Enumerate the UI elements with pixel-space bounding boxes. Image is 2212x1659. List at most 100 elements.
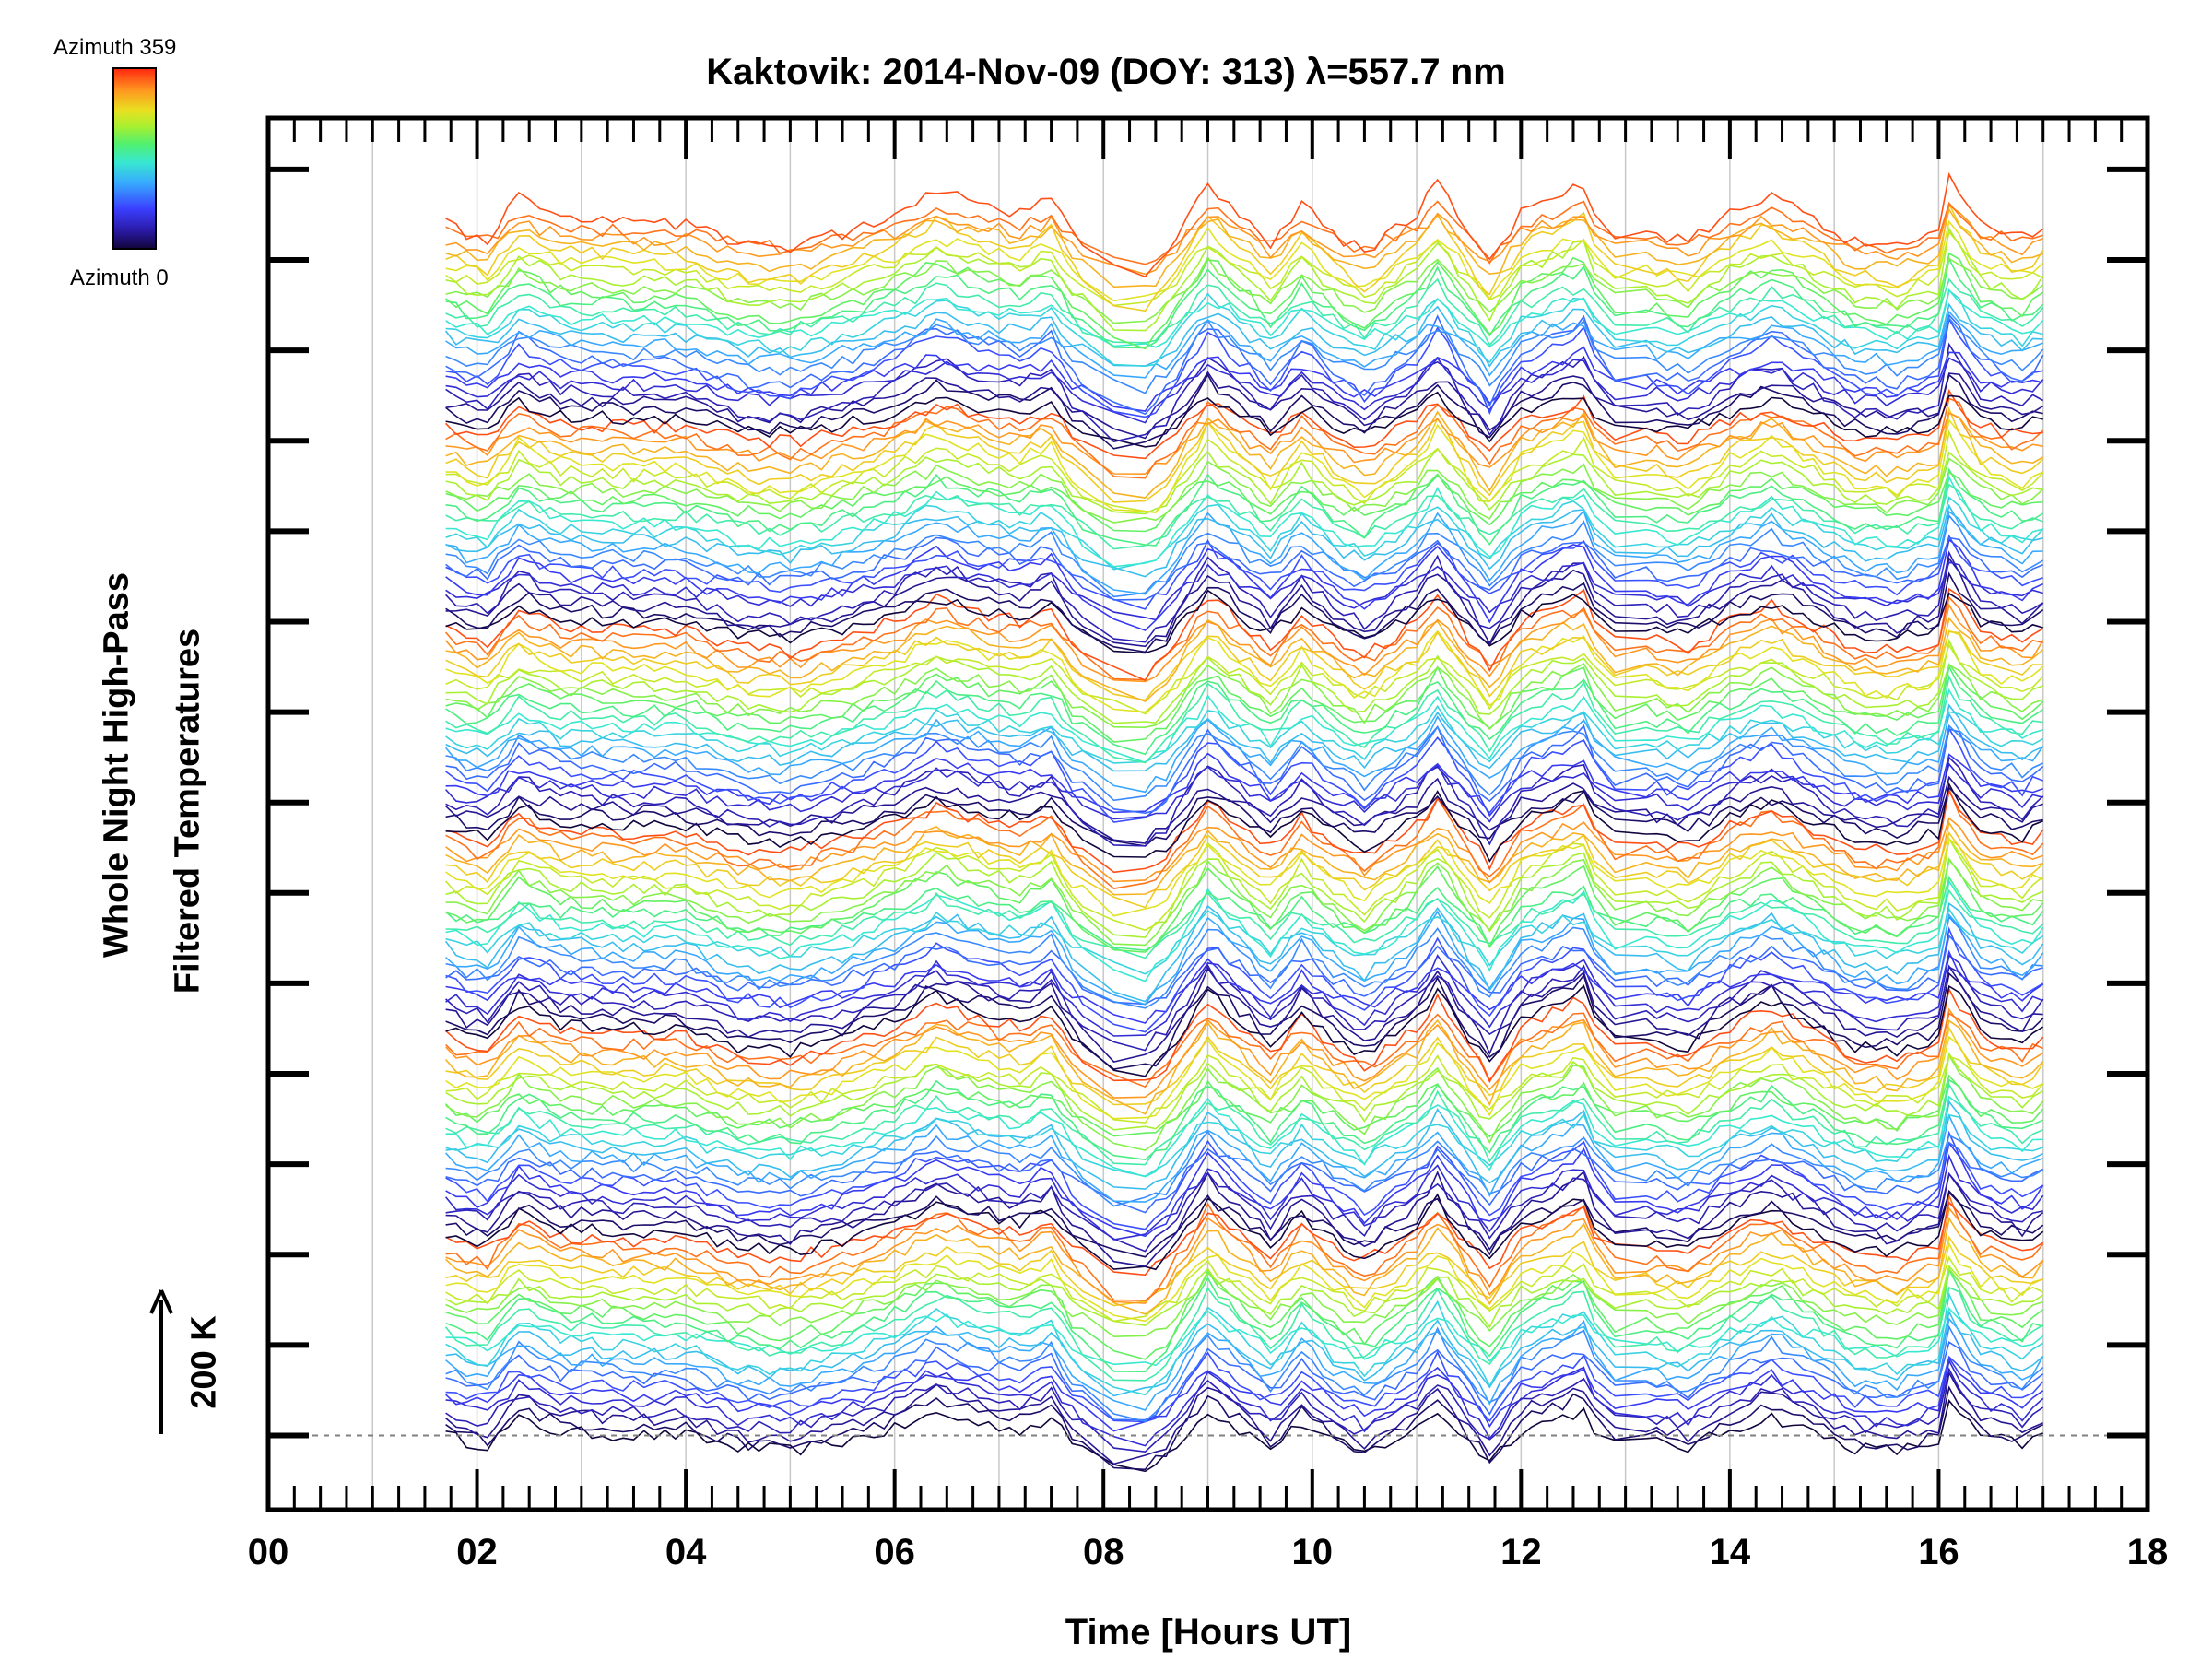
series-line-azimuth-129 (445, 1113, 2043, 1203)
series-line-azimuth-201 (445, 875, 2044, 951)
series-line-azimuth-14 (445, 571, 2044, 653)
scale-arrow-head (149, 1289, 173, 1314)
x-tick-label: 02 (456, 1532, 498, 1572)
series-line-azimuth-86 (445, 1350, 2044, 1423)
series-line-azimuth-215 (445, 1074, 2044, 1138)
series-line-azimuth-158 (445, 1291, 2044, 1396)
x-tick-label: 12 (1500, 1532, 1542, 1572)
series-line-azimuth-201 (445, 664, 2044, 756)
colorbar-bottom-label: Azimuth 0 (70, 265, 169, 290)
y-axis-label-line2: Filtered Temperatures (168, 628, 207, 994)
series-line-azimuth-43 (445, 342, 2044, 443)
azimuth-colorbar (112, 67, 157, 250)
series-line-azimuth-345 (445, 587, 2044, 682)
series-line-azimuth-72 (445, 1356, 2044, 1432)
x-tick-labels: 00 02 04 06 08 10 12 14 16 18 (248, 1532, 2169, 1572)
series-line-azimuth-129 (445, 310, 2043, 379)
series-lines (444, 171, 2044, 1473)
series-line-azimuth-187 (445, 277, 2044, 347)
series-line-azimuth-244 (445, 447, 2043, 515)
series-line-azimuth-345 (445, 986, 2044, 1084)
series-line-azimuth-230 (445, 1266, 2043, 1338)
series-line-azimuth-273 (445, 1035, 2044, 1120)
series-line-azimuth-258 (445, 429, 2044, 513)
plot-frame (265, 115, 2150, 1512)
x-tick-label: 04 (665, 1532, 707, 1572)
series-line-azimuth-43 (445, 1171, 2043, 1253)
series-line-azimuth-345 (445, 388, 2043, 460)
series-line-azimuth-72 (445, 752, 2043, 818)
series-line-azimuth-258 (445, 1255, 2044, 1323)
series-line-azimuth-273 (445, 1241, 2043, 1323)
series-line-azimuth-258 (445, 1053, 2044, 1124)
series-line-azimuth-316 (444, 603, 2044, 683)
series-line-azimuth-345 (445, 171, 2044, 278)
series-line-azimuth-43 (445, 550, 2044, 643)
series-line-azimuth-29 (445, 557, 2044, 648)
series-line-azimuth-86 (445, 534, 2043, 610)
series-line-azimuth-115 (445, 1324, 2044, 1422)
series-line-azimuth-43 (445, 1367, 2044, 1453)
series-line-azimuth-72 (445, 949, 2044, 1024)
x-tick-label: 00 (248, 1532, 289, 1572)
series-line-azimuth-302 (445, 207, 2043, 288)
series-line-azimuth-86 (445, 1130, 2044, 1230)
series-line-azimuth-330 (445, 1012, 2043, 1088)
series-line-azimuth-273 (445, 838, 2044, 917)
series-line-azimuth-57 (444, 1153, 2044, 1241)
series-line-azimuth-172 (445, 475, 2043, 568)
series-line-azimuth-144 (445, 703, 2044, 772)
series-line-azimuth-101 (445, 934, 2043, 1006)
series-line-azimuth-72 (445, 538, 2044, 631)
y-axis-label-line1: Whole Night High-Pass (97, 572, 136, 958)
series-line-azimuth-29 (445, 1170, 2044, 1267)
series-line-azimuth-302 (444, 1018, 2044, 1115)
series-line-azimuth-0 (445, 782, 2043, 863)
series-line-azimuth-302 (445, 1216, 2044, 1315)
series-line-azimuth-230 (445, 457, 2044, 524)
series-line-azimuth-230 (445, 255, 2044, 324)
series-line-azimuth-316 (445, 1206, 2044, 1304)
series-line-azimuth-101 (445, 536, 2044, 601)
series-line-azimuth-201 (445, 1267, 2043, 1373)
series-line-azimuth-144 (444, 902, 2044, 1003)
series-line-azimuth-258 (445, 230, 2044, 307)
series-line-azimuth-230 (445, 856, 2043, 947)
series-line-azimuth-144 (445, 1309, 2044, 1397)
series-line-azimuth-115 (445, 724, 2044, 802)
series-line-azimuth-345 (445, 1201, 2044, 1277)
series-line-azimuth-0 (445, 1189, 2044, 1271)
series-line-azimuth-115 (445, 915, 2043, 1009)
x-tick-label: 10 (1292, 1532, 1334, 1572)
x-tick-label: 18 (2127, 1532, 2169, 1572)
series-line-azimuth-0 (445, 984, 2044, 1077)
series-line-azimuth-57 (445, 954, 2043, 1037)
series-line-azimuth-158 (445, 704, 2044, 764)
series-line-azimuth-187 (445, 483, 2043, 550)
axis-ticks (266, 118, 2149, 1510)
series-line-azimuth-86 (445, 726, 2043, 823)
colorbar-top-label: Azimuth 359 (53, 35, 177, 60)
series-line-azimuth-187 (445, 674, 2043, 764)
series-line-azimuth-144 (445, 1100, 2044, 1190)
series-line-azimuth-345 (445, 789, 2044, 874)
series-line-azimuth-215 (445, 252, 2044, 350)
series-line-azimuth-330 (445, 397, 2044, 479)
series-line-azimuth-14 (445, 786, 2043, 847)
series-line-azimuth-29 (445, 1371, 2044, 1465)
series-line-azimuth-0 (445, 589, 2043, 654)
series-line-azimuth-43 (445, 756, 2044, 847)
series-line-azimuth-172 (445, 288, 2044, 348)
series-line-azimuth-330 (445, 1193, 2044, 1301)
series-line-azimuth-14 (445, 1191, 2044, 1258)
series-line-azimuth-215 (445, 471, 2043, 533)
series-line-azimuth-201 (445, 256, 2044, 349)
series-line-azimuth-187 (445, 888, 2044, 959)
series-line-azimuth-101 (445, 1341, 2044, 1421)
series-line-azimuth-57 (445, 1359, 2044, 1447)
series-line-azimuth-129 (445, 509, 2043, 595)
series-line-azimuth-129 (445, 1317, 2044, 1411)
series-line-azimuth-101 (445, 724, 2044, 815)
series-line-azimuth-14 (445, 372, 2043, 450)
